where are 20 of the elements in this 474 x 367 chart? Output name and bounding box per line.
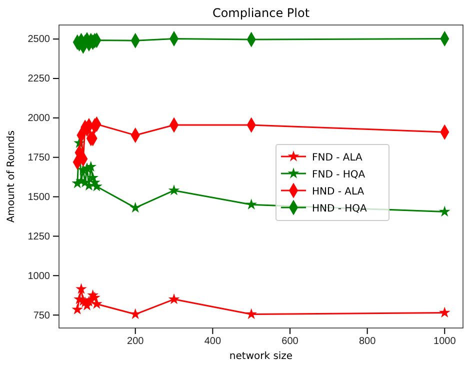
y-axis-title: Amount of Rounds [6, 130, 17, 223]
legend-label: HND - HQA [312, 204, 368, 214]
y-tick-label: 1000 [28, 270, 50, 282]
y-tick-label: 1750 [28, 152, 50, 164]
y-tick-label: 2250 [28, 74, 50, 85]
y-tick-label: 1250 [28, 231, 50, 242]
chart-title: Compliance Plot [212, 6, 310, 20]
y-tick-label: 2000 [28, 113, 50, 124]
x-tick-label: 400 [204, 336, 222, 348]
x-tick-label: 1000 [434, 336, 456, 348]
y-tick-label: 750 [33, 310, 50, 322]
y-tick-label: 1500 [28, 192, 50, 203]
legend-label: FND - HQA [312, 170, 366, 180]
x-tick-label: 800 [358, 336, 376, 348]
x-tick-label: 600 [282, 336, 299, 348]
legend-label: FND - ALA [312, 152, 363, 164]
x-axis-title: network size [229, 351, 293, 362]
legend-label: HND - ALA [312, 186, 364, 198]
x-tick-label: 200 [127, 336, 144, 348]
y-tick-label: 2500 [28, 34, 50, 46]
